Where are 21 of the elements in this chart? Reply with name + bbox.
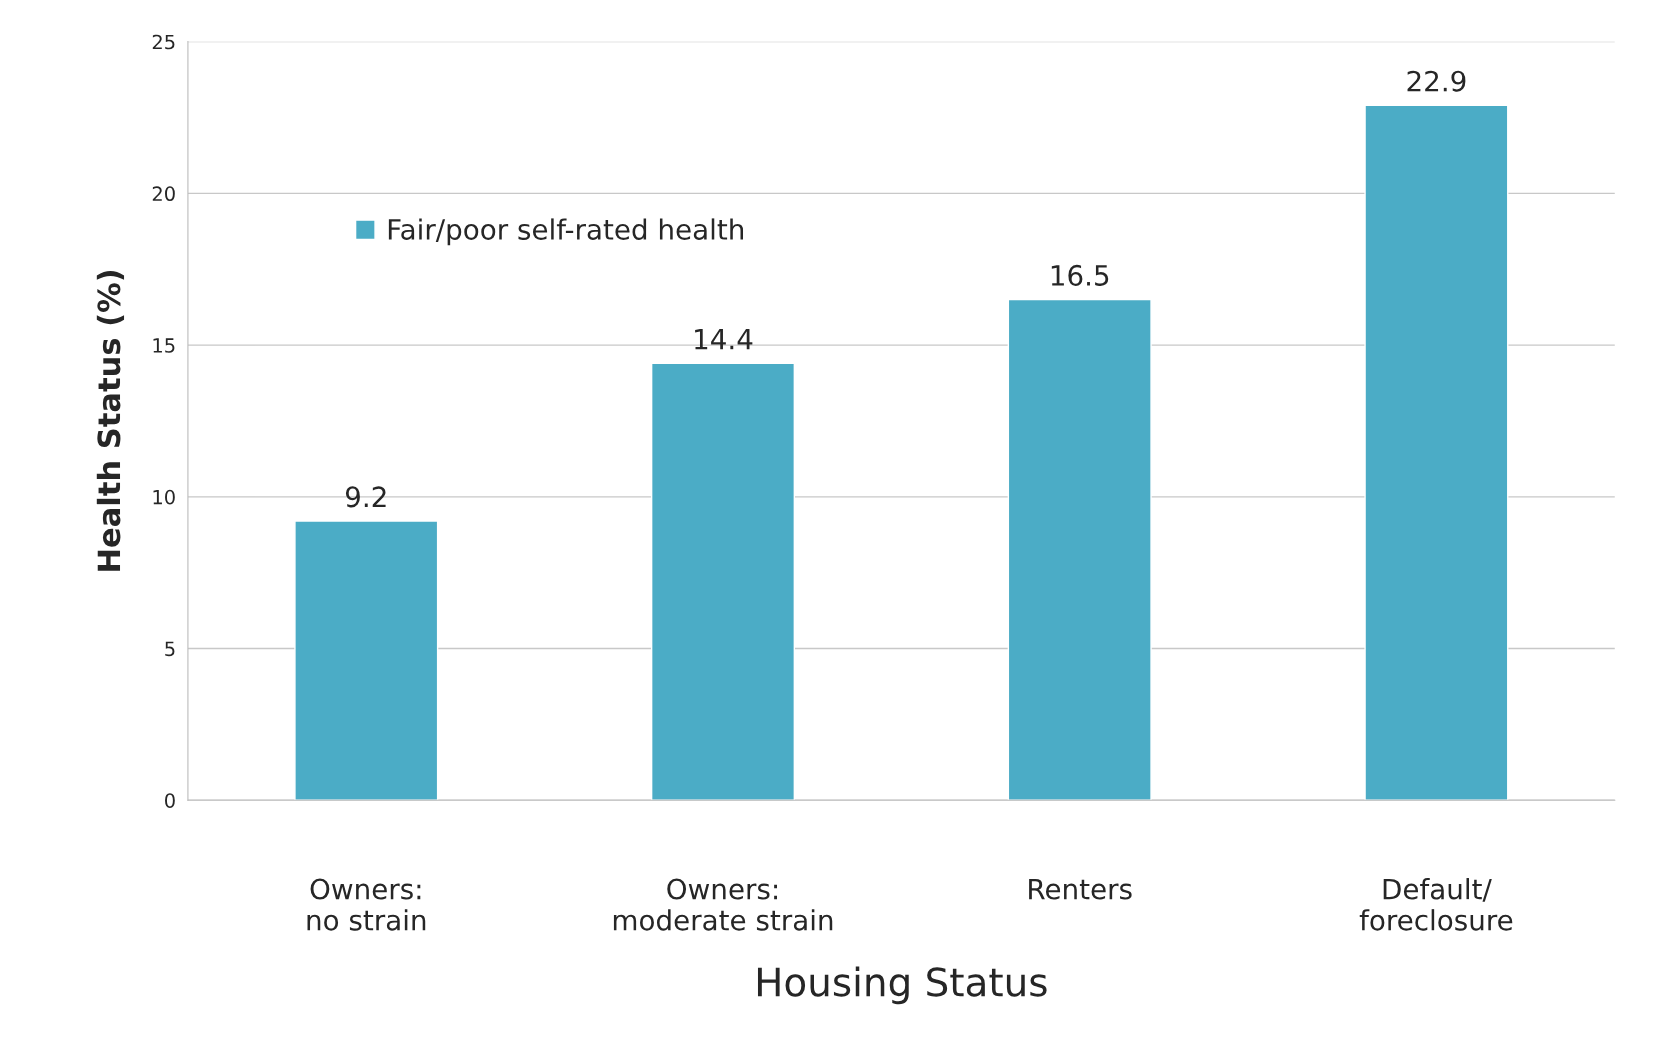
y-tick-label: 25: [152, 34, 175, 50]
data-label: 9.2: [345, 486, 386, 508]
data-label: 22.9: [1407, 70, 1466, 92]
bar: [1364, 104, 1509, 801]
data-label: 16.5: [1051, 264, 1109, 286]
y-tick-label: 10: [153, 489, 175, 505]
y-axis-title: Health Status (%): [96, 270, 125, 571]
y-tick-label: 0: [165, 793, 175, 808]
x-tick-label: Renters: [1029, 878, 1132, 900]
bar: [1007, 298, 1152, 801]
x-tick-label: Default/ foreclosure: [1359, 878, 1513, 931]
y-tick-label: 5: [165, 641, 175, 657]
y-tick-label: 15: [153, 338, 175, 353]
bar: [650, 362, 796, 801]
bar: [294, 520, 439, 801]
x-axis-title: Housing Status: [757, 966, 1047, 1005]
legend-label: Fair/poor self-rated health: [388, 218, 744, 246]
x-tick-label: Owners: moderate strain: [613, 878, 833, 931]
y-tick-label: 20: [152, 186, 175, 202]
data-label: 14.4: [695, 328, 753, 350]
x-tick-label: Owners: no strain: [307, 878, 426, 931]
